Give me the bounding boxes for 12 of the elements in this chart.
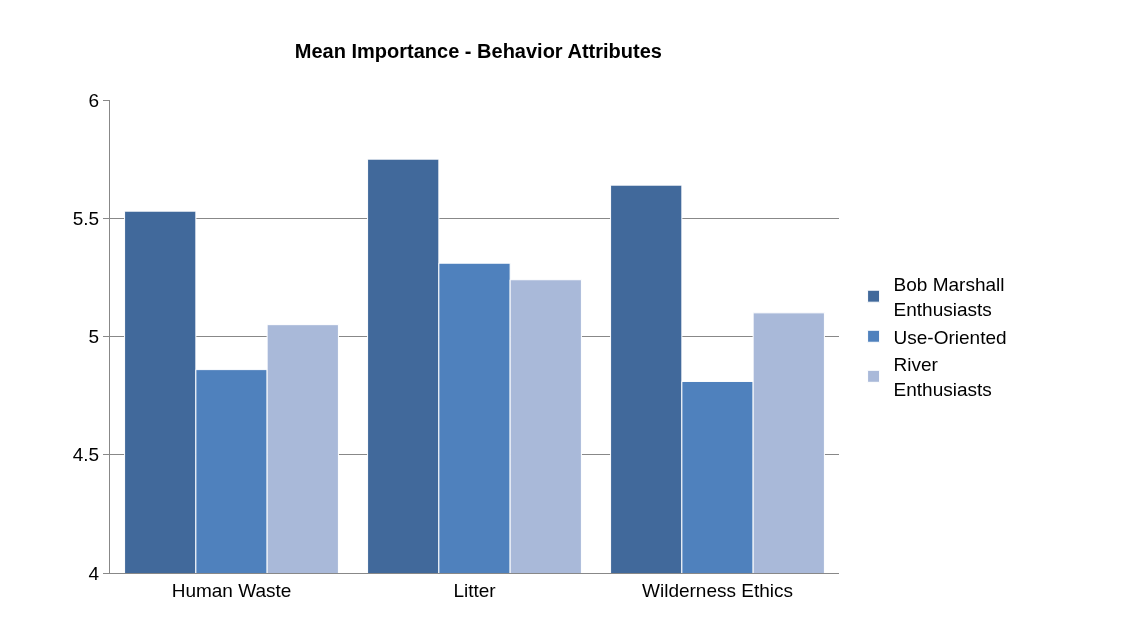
legend-label: River Enthusiasts	[893, 354, 992, 401]
y-tick-label: 5.5	[72, 207, 100, 229]
x-tick-label: Wilderness Ethics	[642, 579, 793, 601]
y-tick-label: 4.5	[72, 444, 100, 466]
x-tick-label: Human Waste	[171, 579, 292, 601]
legend-label: Use-Oriented	[893, 326, 1007, 348]
legend-label: Bob Marshall Enthusiasts	[893, 274, 1005, 320]
y-tick-label: 4	[88, 562, 100, 584]
y-tick-label: 6	[88, 89, 100, 111]
chart-title: Mean Importance - Behavior Attributes	[294, 40, 662, 63]
x-tick-label: Litter	[453, 579, 497, 601]
y-tick-label: 5	[88, 326, 100, 348]
